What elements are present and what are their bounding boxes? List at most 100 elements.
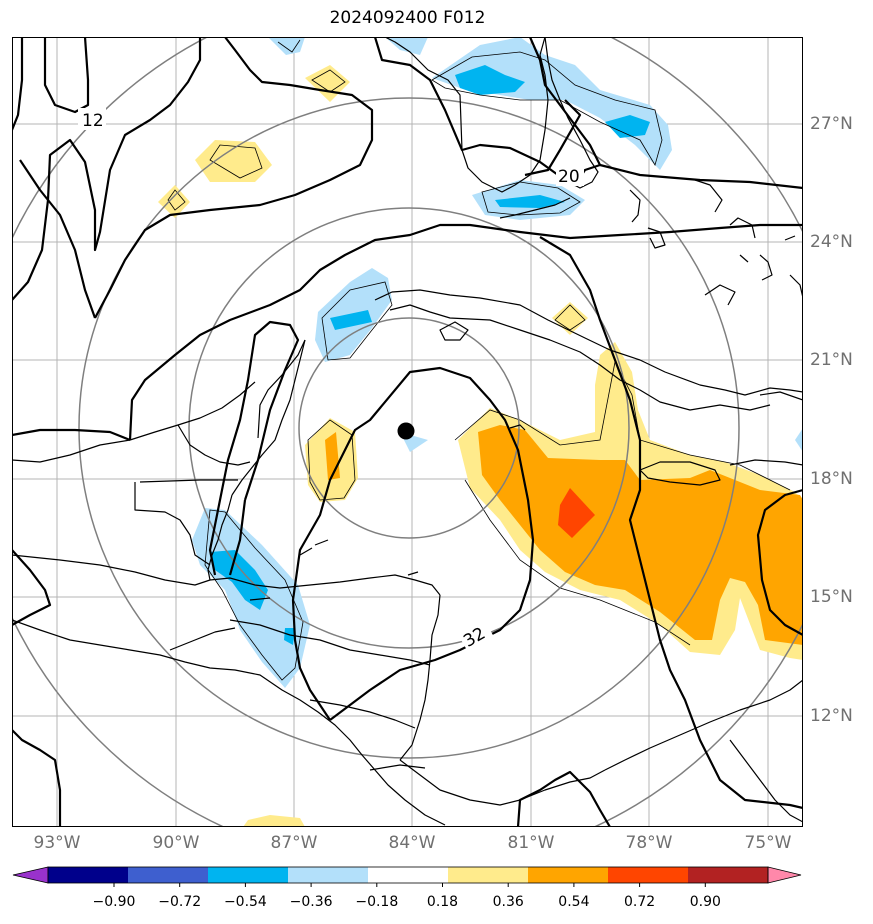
- range-rings: [12, 37, 803, 827]
- colorbar-tick-label: −0.90: [92, 894, 136, 910]
- colorbar-tick-label: 0.54: [558, 894, 590, 910]
- coast-honduras-north: [209, 574, 441, 596]
- colorbar-border: [47, 866, 769, 884]
- coast-bahamas-2: [647, 227, 666, 249]
- coast-haiti-south: [729, 459, 803, 466]
- shade-blue-gulf-north: [268, 37, 305, 55]
- coast-hispaniola: [759, 391, 803, 401]
- shade-yellow-south: [243, 815, 305, 827]
- coast-bahamas-3: [694, 179, 723, 213]
- border-costa-rica: [369, 764, 426, 771]
- lat-label-12n: 12°N: [810, 706, 853, 726]
- colorbar-extend-low: [12, 866, 49, 884]
- contour-16-a: [19, 159, 97, 319]
- colorbar-tick-label: −0.36: [289, 894, 333, 910]
- colorbar-tick-label: −0.18: [355, 894, 399, 910]
- contour-28-east: [524, 99, 582, 177]
- coast-cuba: [374, 289, 803, 396]
- contour-southwest: [12, 729, 62, 827]
- range-ring-3: [78, 97, 740, 759]
- contour-12-loop: [43, 37, 90, 114]
- contour-12-mid: [12, 37, 202, 301]
- coast-bahamas-6: [739, 254, 749, 263]
- border-guatemala-north: [139, 479, 238, 483]
- thick-contours: [12, 37, 803, 827]
- storm-center-marker[interactable]: [397, 422, 415, 440]
- border-nicaragua: [309, 699, 416, 729]
- coast-colombia-south: [729, 739, 803, 823]
- contour-south: [516, 770, 611, 827]
- range-ring-1: [298, 317, 520, 539]
- coast-bahamas-9: [704, 284, 736, 306]
- border-el-salvador: [169, 627, 236, 651]
- colorbar-tick-label: 0.90: [689, 894, 721, 910]
- lat-label-21n: 21°N: [810, 350, 853, 370]
- lat-label-24n: 24°N: [810, 232, 853, 252]
- coast-gulf-north: [384, 37, 549, 193]
- coast-isle-youth: [439, 321, 469, 341]
- shade-mid-honduras-small: [284, 628, 295, 645]
- map-panel[interactable]: 12 20 32: [12, 37, 803, 827]
- lon-label-87w: 87°W: [270, 833, 318, 853]
- border-mexico: [12, 554, 211, 586]
- lon-label-78w: 78°W: [625, 833, 673, 853]
- shade-mid-florida: [455, 65, 525, 95]
- shade-yellow-bahamas: [552, 302, 588, 335]
- coast-pacific: [12, 619, 446, 826]
- contour-20-east: [599, 163, 803, 190]
- lat-label-18n: 18°N: [810, 469, 853, 489]
- coast-bahamas-7: [784, 235, 796, 241]
- colorbar-extend-high: [767, 866, 802, 884]
- contour-24-west: [12, 428, 131, 442]
- border-honduras: [229, 619, 431, 666]
- lat-label-27n: 27°N: [810, 114, 853, 134]
- shaded-field: [158, 37, 803, 827]
- coast-bahamas-4: [729, 217, 756, 239]
- lon-label-90w: 90°W: [152, 833, 200, 853]
- coast-cuba-south: [389, 304, 771, 411]
- colorbar-tick-label: −0.54: [223, 894, 267, 910]
- coast-jamaica: [639, 461, 721, 486]
- contour-label-12: 12: [82, 111, 104, 131]
- contour-28-caribbean: [539, 236, 803, 810]
- colorbar-segment-3: [288, 867, 369, 883]
- colorbar: [12, 866, 802, 887]
- colorbar-segment-7: [608, 867, 689, 883]
- coast-campeche: [177, 424, 251, 466]
- colorbar-segment-2: [208, 867, 289, 883]
- shade-yellow-gulf-2: [158, 185, 190, 218]
- colorbar-tick-label: 0.18: [426, 894, 459, 910]
- colorbar-segment-1: [128, 867, 209, 883]
- colorbar-tick-label: −0.72: [158, 894, 202, 910]
- coast-nicaragua-east: [399, 594, 441, 761]
- coast-yucatan-north: [257, 339, 306, 439]
- shade-orange-caribbean: [478, 425, 803, 645]
- chart-title: 2024092400 F012: [329, 8, 486, 28]
- coast-islands-1: [314, 539, 329, 546]
- coast-bahamas-8: [789, 274, 803, 299]
- colorbar-segment-4: [368, 867, 449, 883]
- colorbar-segment-5: [448, 867, 529, 883]
- coast-gulf-mexico-west: [12, 381, 256, 463]
- shade-red-caribbean: [558, 488, 595, 538]
- lon-label-75w: 75°W: [744, 833, 792, 853]
- coast-panama: [519, 769, 606, 801]
- coast-islands-3: [407, 571, 419, 576]
- shade-blue-east-edge: [795, 428, 803, 452]
- contour-label-20: 20: [558, 167, 580, 187]
- shade-blue-georgia: [385, 37, 428, 55]
- contour-32-east: [756, 488, 803, 636]
- lon-label-84w: 84°W: [388, 833, 436, 853]
- range-ring-2: [188, 207, 630, 649]
- coast-costa-rica: [399, 759, 521, 806]
- lon-label-93w: 93°W: [33, 833, 81, 853]
- colorbar-segment-8: [688, 867, 769, 883]
- shade-mid-straits: [495, 195, 565, 208]
- contour-16-b: [94, 37, 374, 319]
- coast-yucatan-east: [231, 339, 306, 496]
- contour-24: [128, 223, 803, 441]
- coast-bahamas-5: [759, 254, 773, 281]
- map-svg: 12 20 32: [12, 37, 803, 827]
- coast-colombia: [604, 679, 803, 771]
- coast-belize: [207, 494, 233, 581]
